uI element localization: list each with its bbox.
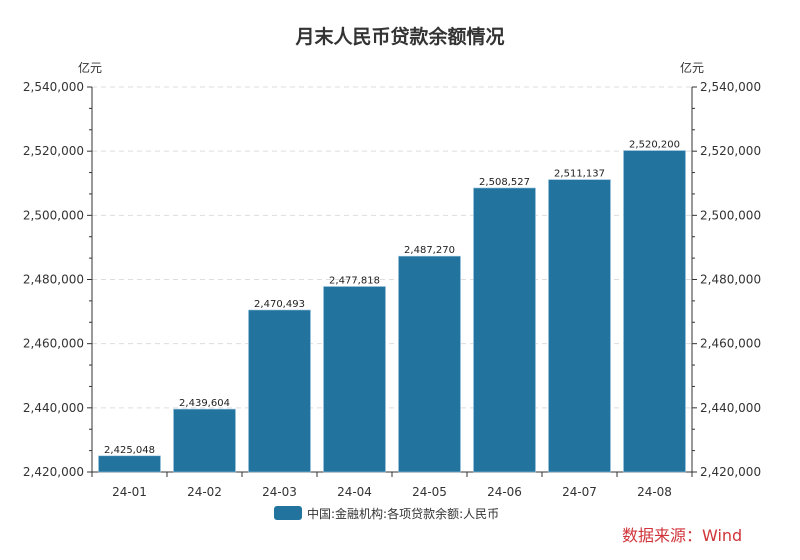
y-tick-label-right: 2,440,000 (700, 401, 761, 415)
x-tick-label: 24-01 (112, 485, 147, 499)
y-tick-label-left: 2,440,000 (23, 401, 84, 415)
y-tick-label-right: 2,480,000 (700, 273, 761, 287)
bar-24-05 (398, 255, 461, 473)
y-tick-label-left: 2,480,000 (23, 273, 84, 287)
y-tick-label-right: 2,460,000 (700, 337, 761, 351)
data-label: 2,520,200 (629, 140, 680, 151)
data-label: 2,487,270 (404, 245, 455, 256)
x-tick-label: 24-06 (487, 485, 522, 499)
data-label: 2,508,527 (479, 177, 530, 188)
y-unit-right: 亿元 (680, 60, 704, 75)
x-tick-label: 24-02 (187, 485, 222, 499)
bar-24-08 (623, 150, 686, 473)
bar-24-01 (98, 455, 161, 473)
bar-24-02 (173, 408, 236, 473)
y-tick-label-right: 2,500,000 (700, 208, 761, 222)
legend-label: 中国:金融机构:各项贷款余额:人民币 (307, 506, 499, 521)
data-label: 2,511,137 (554, 169, 605, 180)
data-label: 2,477,818 (329, 276, 380, 287)
y-tick-label-right: 2,520,000 (700, 144, 761, 158)
y-tick-label-left: 2,520,000 (23, 144, 84, 158)
y-tick-label-left: 2,540,000 (23, 80, 84, 94)
y-tick-label-left: 2,500,000 (23, 208, 84, 222)
x-tick-label: 24-08 (637, 485, 672, 499)
chart-title: 月末人民币贷款余额情况 (295, 26, 505, 48)
data-label: 2,425,048 (104, 445, 155, 456)
bar-24-06 (473, 187, 536, 473)
y-tick-label-left: 2,420,000 (23, 465, 84, 479)
bar-24-07 (548, 179, 611, 473)
bar-24-04 (323, 286, 386, 473)
x-tick-label: 24-04 (337, 485, 372, 499)
x-tick-label: 24-03 (262, 485, 297, 499)
bar-24-03 (248, 309, 311, 473)
source-note: 数据来源：Wind (622, 526, 743, 545)
y-tick-label-left: 2,460,000 (23, 337, 84, 351)
data-label: 2,439,604 (179, 398, 230, 409)
legend-swatch (274, 506, 302, 520)
y-unit-left: 亿元 (78, 60, 102, 75)
data-label: 2,470,493 (254, 299, 305, 310)
y-tick-label-right: 2,420,000 (700, 465, 761, 479)
x-tick-label: 24-07 (562, 485, 597, 499)
y-tick-label-right: 2,540,000 (700, 80, 761, 94)
x-tick-label: 24-05 (412, 485, 447, 499)
